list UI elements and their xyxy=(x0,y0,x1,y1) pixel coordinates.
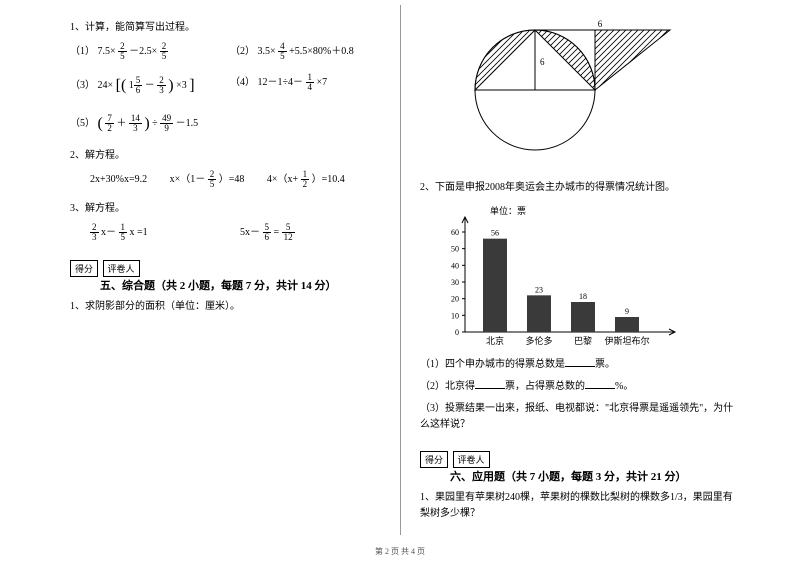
grader-box: 评卷人 xyxy=(103,260,140,277)
svg-text:6: 6 xyxy=(540,57,545,67)
sub2: （2）北京得票，占得票总数的%。 xyxy=(420,379,740,395)
equations-row: 2x+30%x=9.2 x×（1－ 25 ）=48 4×（x+ 12 ）=10.… xyxy=(70,170,390,189)
svg-text:伊斯坦布尔: 伊斯坦布尔 xyxy=(604,335,649,346)
q2-title: 2、下面是申报2008年奥运会主办城市的得票情况统计图。 xyxy=(420,180,740,196)
sub1: （1）四个申办城市的得票总数是票。 xyxy=(420,357,740,373)
problem-1: （1） 7.5× 25 －2.5× 25 xyxy=(70,42,230,61)
section-5-title: 五、综合题（共 2 小题，每题 7 分，共计 14 分） xyxy=(100,277,337,293)
bar-chart: 单位：票 0 10 20 30 40 50 60 56 北京 23 多伦多 18 巴黎 9 伊斯坦布尔 xyxy=(420,202,700,357)
svg-text:30: 30 xyxy=(451,278,459,287)
score-box: 得分 xyxy=(420,451,448,468)
q1-title: 1、计算，能简算写出过程。 xyxy=(70,20,390,36)
q5-1: 1、求阴影部分的面积（单位：厘米）。 xyxy=(70,299,390,315)
svg-text:0: 0 xyxy=(455,328,459,337)
right-column: 6 6 2、下面是申报2008年奥运会主办城市的得票情况统计图。 单位：票 0 10… xyxy=(405,20,740,530)
grader-box: 评卷人 xyxy=(453,451,490,468)
svg-text:6: 6 xyxy=(598,20,603,29)
problem-4: （4） 12－1÷4－ 14 ×7 xyxy=(230,73,390,99)
svg-text:18: 18 xyxy=(579,292,587,301)
fraction: 25 xyxy=(118,42,127,61)
svg-text:10: 10 xyxy=(451,311,459,320)
fraction: 72 xyxy=(105,114,114,133)
svg-text:56: 56 xyxy=(491,229,499,238)
fraction: 23 xyxy=(157,76,166,95)
problem-2: （2） 3.5× 45 +5.5×80%＋0.8 xyxy=(230,42,390,61)
page-footer: 第 2 页 共 4 页 xyxy=(0,546,800,557)
fraction: 499 xyxy=(160,114,173,133)
eq5: 5x－ 56 = 512 xyxy=(240,223,390,242)
svg-text:单位：票: 单位：票 xyxy=(490,205,526,216)
eq4: 23 x－ 15 x =1 xyxy=(90,223,240,242)
svg-text:巴黎: 巴黎 xyxy=(574,335,592,346)
problem-3: （3） 24× [( 156 － 23 ) ×3 ] xyxy=(70,73,230,99)
svg-text:多伦多: 多伦多 xyxy=(525,335,552,346)
svg-text:20: 20 xyxy=(451,295,459,304)
svg-text:23: 23 xyxy=(535,285,543,294)
svg-text:北京: 北京 xyxy=(486,335,504,346)
q6-1: 1、果园里有苹果树240棵，苹果树的棵数比梨树的棵数多1/3，果园里有梨树多少棵… xyxy=(420,490,740,522)
left-column: 1、计算，能简算写出过程。 （1） 7.5× 25 －2.5× 25 （2） 3… xyxy=(70,20,405,530)
fraction: 56 xyxy=(134,76,143,95)
q3-title: 3、解方程。 xyxy=(70,201,390,217)
score-box: 得分 xyxy=(70,260,98,277)
svg-text:9: 9 xyxy=(625,307,629,316)
fraction: 25 xyxy=(160,42,169,61)
q2-title: 2、解方程。 xyxy=(70,148,390,164)
geometry-diagram: 6 6 xyxy=(420,20,690,170)
problem-5: （5） ( 72 ＋ 143 ) ÷ 499 －1.5 xyxy=(70,111,390,137)
svg-text:60: 60 xyxy=(451,228,459,237)
fraction: 45 xyxy=(278,42,287,61)
sub3: （3）投票结果一出来，报纸、电视都说："北京得票是遥遥领先"，为什么这样说？ xyxy=(420,401,740,433)
svg-text:40: 40 xyxy=(451,261,459,270)
fraction: 143 xyxy=(129,114,142,133)
fraction: 14 xyxy=(306,73,315,92)
svg-text:50: 50 xyxy=(451,245,459,254)
section-6-title: 六、应用题（共 7 小题，每题 3 分，共计 21 分） xyxy=(450,468,687,484)
